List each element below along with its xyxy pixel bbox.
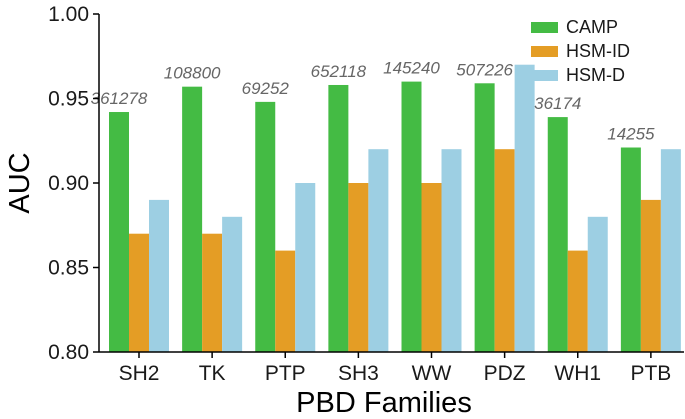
x-tick-label-sh2: SH2 — [119, 362, 160, 385]
legend-swatch-hsm-id — [531, 46, 558, 57]
count-annotation-ww: 145240 — [383, 59, 440, 78]
legend-label-camp: CAMP — [566, 17, 618, 37]
bar-camp-tk — [182, 86, 203, 353]
bar-camp-ptp — [255, 101, 276, 352]
y-tick-label: 0.85 — [48, 257, 89, 280]
count-annotation-tk: 108800 — [164, 64, 221, 83]
x-axis-title: PBD Families — [296, 387, 472, 419]
bar-camp-wh1 — [547, 117, 568, 352]
bar-hsm-d-tk — [222, 216, 243, 352]
count-annotation-sh2: 361278 — [91, 89, 148, 108]
y-tick-label: 1.00 — [48, 3, 89, 26]
x-tick-label-ptp: PTP — [265, 362, 306, 385]
x-tick-label-wh1: WH1 — [554, 362, 601, 385]
bar-hsm-id-ptp — [275, 250, 296, 352]
bar-hsm-id-pdz — [494, 149, 515, 352]
bar-camp-sh3 — [328, 84, 349, 352]
x-tick-label-ptb: PTB — [630, 362, 671, 385]
legend-label-hsm-id: HSM-ID — [566, 41, 630, 61]
bar-hsm-d-ww — [441, 149, 462, 352]
bar-hsm-id-wh1 — [567, 250, 588, 352]
legend: CAMP HSM-ID HSM-D — [531, 17, 630, 85]
y-axis-title: AUC — [4, 152, 36, 213]
bar-hsm-d-sh2 — [149, 199, 169, 352]
x-tick-label-pdz: PDZ — [484, 362, 526, 385]
y-tick-label: 0.90 — [48, 172, 89, 195]
bars-group — [109, 64, 681, 353]
bar-hsm-d-ptp — [295, 183, 316, 352]
bar-camp-ww — [401, 81, 422, 352]
axes: SH2 TK PTP SH3 WW PDZ WH1 PTB 0.80 0.85 0.90 0.95 1.… — [48, 3, 684, 385]
bar-camp-ptb — [620, 147, 641, 352]
bar-hsm-d-wh1 — [587, 216, 608, 352]
bar-hsm-id-tk — [202, 233, 223, 352]
legend-swatch-camp — [531, 22, 558, 33]
bar-hsm-d-pdz — [514, 64, 535, 352]
x-tick-label-ww: WW — [412, 362, 452, 385]
count-annotation-ptp: 69252 — [242, 79, 290, 98]
bar-hsm-id-sh2 — [129, 233, 149, 352]
legend-label-hsm-d: HSM-D — [566, 65, 625, 85]
count-annotation-sh3: 652118 — [311, 62, 367, 81]
count-annotation-pdz: 507226 — [456, 60, 513, 79]
x-tick-label-tk: TK — [199, 362, 226, 385]
bar-hsm-id-ptb — [640, 199, 661, 352]
bar-camp-pdz — [474, 83, 495, 352]
x-tick-label-sh3: SH3 — [338, 362, 379, 385]
bar-hsm-d-ptb — [660, 149, 681, 352]
bar-hsm-id-ww — [421, 183, 442, 352]
y-tick-label: 0.80 — [48, 341, 89, 364]
bar-hsm-id-sh3 — [348, 183, 369, 352]
legend-swatch-hsm-d — [531, 70, 558, 81]
y-tick-label: 0.95 — [48, 88, 89, 111]
bar-camp-sh2 — [109, 112, 129, 353]
count-annotation-wh1: 36174 — [534, 94, 581, 113]
count-annotations: 361278 108800 69252 652118 145240 507226 36174… — [91, 59, 655, 144]
count-annotation-ptb: 14255 — [607, 125, 655, 144]
bar-hsm-d-sh3 — [368, 149, 389, 352]
